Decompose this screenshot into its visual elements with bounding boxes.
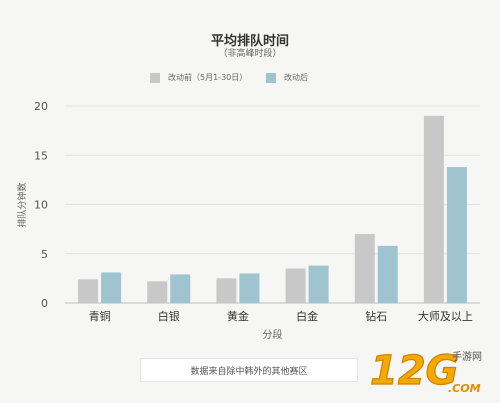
chart-subtitle: （非高峰时段） (218, 49, 282, 59)
watermark-brand: 12G (370, 348, 459, 394)
bar-before-5 (423, 115, 444, 303)
y-tick-label: 15 (34, 149, 48, 162)
bar-before-3 (285, 268, 306, 303)
legend-label-after: 改动后 (284, 73, 308, 82)
legend-swatch-after (266, 72, 276, 83)
legend-item-after: 改动后 (266, 72, 308, 83)
x-axis-label: 分段 (263, 328, 283, 341)
bar-after-1 (170, 274, 191, 303)
legend-swatch-before (150, 72, 160, 83)
x-tick-label: 青铜 (89, 309, 111, 323)
bar-after-5 (446, 167, 467, 303)
x-tick-label: 白金 (296, 309, 318, 323)
legend-item-before: 改动前（5月1-30日） (150, 72, 247, 83)
x-tick-label: 黄金 (227, 309, 249, 323)
y-axis-label: 排队分钟数 (16, 182, 28, 227)
site-watermark-logo: 12G .COM 手游网 (369, 347, 482, 395)
y-tick-label: 20 (34, 100, 48, 113)
bar-before-0 (78, 279, 99, 303)
y-tick-label: 10 (34, 199, 48, 212)
bar-after-4 (377, 245, 398, 303)
bar-after-2 (239, 273, 260, 303)
x-tick-label: 钻石 (365, 309, 387, 323)
bar-before-1 (147, 281, 168, 303)
bar-after-0 (101, 272, 122, 303)
bar-before-2 (216, 278, 237, 303)
x-tick-label: 大师及以上 (418, 309, 473, 323)
legend-label-before: 改动前（5月1-30日） (168, 73, 248, 82)
watermark-domain: .COM (448, 382, 481, 395)
bar-before-4 (354, 234, 375, 303)
bar-after-3 (308, 265, 329, 303)
x-tick-label: 白银 (158, 309, 180, 323)
watermark-tagline: 手游网 (452, 350, 482, 363)
y-tick-label: 0 (41, 297, 48, 310)
y-tick-label: 5 (41, 248, 48, 261)
chart-title: 平均排队时间 (210, 34, 289, 49)
data-source-note: 数据来自除中韩外的其他赛区 (140, 358, 358, 382)
